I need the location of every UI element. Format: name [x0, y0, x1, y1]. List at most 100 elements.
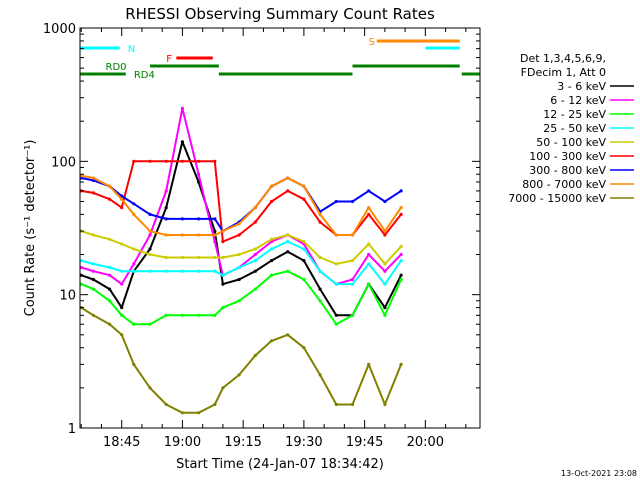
data-point [334, 402, 338, 407]
data-point [213, 240, 217, 244]
state-bar-label: F [166, 54, 172, 65]
data-point [383, 306, 387, 310]
data-point [91, 262, 95, 266]
data-point [108, 299, 112, 303]
data-point [286, 176, 290, 180]
data-point [197, 269, 201, 273]
series-line-3 [80, 240, 402, 286]
state-bar-label: RD0 [106, 62, 127, 73]
data-point [91, 191, 95, 195]
data-point [269, 339, 274, 343]
data-point [120, 242, 124, 246]
data-point [318, 220, 322, 224]
data-point [399, 252, 403, 257]
axes-layer: 1 10 100 1000 18:45 19:00 19:15 19:30 19:45 20:00 [43, 22, 481, 450]
legend-entry-label: 12 - 25 keV [543, 108, 606, 121]
y-tick-label: 1 [68, 422, 76, 437]
data-point [383, 402, 387, 407]
data-point [213, 229, 217, 233]
data-point [180, 106, 184, 110]
state-bar-label: S [369, 37, 375, 48]
data-point [132, 322, 136, 326]
data-point [383, 269, 387, 273]
data-point [213, 269, 217, 273]
data-point [108, 273, 112, 277]
data-point [269, 237, 274, 241]
data-point [237, 233, 241, 237]
data-point [367, 252, 371, 257]
data-point [108, 287, 112, 291]
data-point [253, 353, 257, 358]
series-line-4 [80, 230, 402, 265]
data-point [383, 262, 387, 266]
legend-entry-label: 100 - 300 keV [529, 150, 606, 163]
data-point [237, 252, 241, 257]
data-point [350, 233, 355, 237]
data-point [302, 247, 306, 251]
data-point [399, 362, 403, 366]
timestamp-label: 13-Oct-2021 23:08 [561, 469, 637, 478]
x-tick-label: 20:00 [407, 435, 444, 450]
y-tick-label: 1000 [43, 22, 76, 37]
chart-title: RHESSI Observing Summary Count Rates [125, 5, 435, 23]
data-point [253, 247, 257, 251]
data-point [213, 402, 217, 407]
data-point [253, 259, 257, 263]
legend-entry-label: 7000 - 15000 keV [508, 192, 606, 205]
data-point [213, 233, 217, 237]
data-point [164, 189, 168, 193]
data-point [237, 265, 241, 270]
data-point [164, 233, 168, 237]
data-point [180, 411, 184, 415]
legend-entry-label: 3 - 6 keV [557, 80, 606, 93]
data-point [399, 277, 403, 282]
data-point [399, 259, 403, 263]
data-point [213, 313, 217, 317]
data-point [334, 282, 338, 286]
data-point [367, 262, 371, 266]
data-point [399, 189, 403, 193]
data-point [302, 240, 306, 244]
series-line-8 [80, 306, 403, 414]
data-point [213, 255, 217, 260]
data-point [120, 206, 124, 210]
data-point [148, 159, 152, 163]
data-point [197, 255, 201, 260]
data-point [148, 212, 152, 216]
data-point [120, 194, 124, 198]
data-point [221, 282, 225, 286]
data-point [334, 233, 338, 237]
data-point [197, 217, 201, 221]
legend-header: FDecim 1, Att 0 [521, 66, 606, 79]
data-point [383, 282, 387, 286]
data-point [148, 252, 152, 257]
x-axis-label: Start Time (24-Jan-07 18:34:42) [176, 457, 384, 472]
data-point [383, 229, 387, 233]
data-point [164, 255, 168, 260]
data-point [197, 313, 201, 317]
data-point [120, 269, 124, 273]
data-point [148, 233, 152, 237]
data-point [253, 269, 257, 273]
legend-entry-label: 25 - 50 keV [543, 122, 606, 135]
data-point [302, 184, 306, 188]
data-point [120, 197, 124, 201]
data-point [367, 282, 371, 286]
data-point [334, 322, 338, 326]
data-point [91, 313, 95, 317]
data-point [91, 269, 95, 273]
state-bar-label: N [128, 44, 135, 55]
data-point [237, 277, 241, 282]
data-point [286, 189, 290, 193]
data-point [318, 269, 322, 273]
data-point [286, 240, 290, 244]
data-point [91, 178, 95, 182]
data-point [253, 287, 257, 291]
data-point [350, 282, 355, 286]
data-point [132, 262, 136, 266]
data-point [253, 252, 257, 257]
x-tick-label: 19:15 [224, 435, 261, 450]
